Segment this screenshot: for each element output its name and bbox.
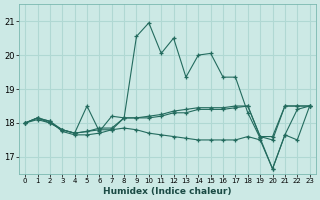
X-axis label: Humidex (Indice chaleur): Humidex (Indice chaleur) <box>103 187 232 196</box>
